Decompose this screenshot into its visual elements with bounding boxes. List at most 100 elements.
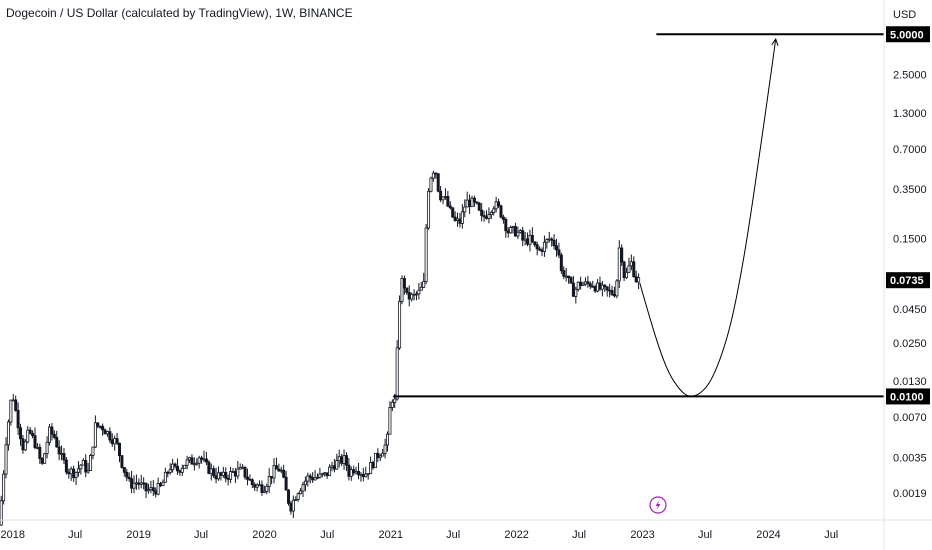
candle [513, 222, 517, 237]
projection-curve[interactable] [639, 39, 777, 397]
candle [610, 285, 614, 297]
price-tick-label: 1.3000 [893, 108, 927, 120]
price-tick-label: 0.0019 [893, 488, 927, 500]
candle [448, 201, 452, 210]
candle [441, 196, 445, 205]
candle [627, 257, 631, 273]
candle [250, 478, 254, 489]
candle [11, 393, 15, 402]
candle [60, 445, 64, 461]
candle [383, 438, 387, 459]
candle [482, 210, 486, 222]
candle [629, 254, 633, 271]
candle [287, 488, 291, 506]
candle [559, 252, 563, 274]
candle [484, 210, 488, 220]
candle [190, 454, 194, 465]
candle [105, 430, 109, 437]
candle [424, 224, 428, 285]
price-tick-label: 0.0070 [893, 412, 927, 424]
candle [511, 225, 515, 234]
candle [72, 465, 76, 482]
candle [617, 240, 621, 289]
lightning-bolt-icon[interactable] [649, 496, 667, 514]
candle [443, 188, 447, 200]
candle [323, 472, 327, 477]
candle [253, 482, 257, 492]
candle [588, 281, 592, 289]
candle [407, 285, 411, 307]
candle [221, 466, 225, 478]
candle [552, 234, 556, 250]
candle [132, 475, 136, 494]
candle [2, 470, 6, 505]
time-axis[interactable]: 2018 Jul 2019 Jul 2020 Jul 2021 Jul 2022 Jul 2023 J… [1, 529, 839, 541]
candle [168, 463, 172, 475]
candle [204, 451, 208, 466]
price-tick-label: 0.3500 [893, 184, 927, 196]
candle [487, 207, 491, 224]
candle [50, 423, 54, 441]
chart-title: Dogecoin / US Dollar (calculated by Trad… [6, 6, 353, 20]
candle [518, 229, 522, 234]
candle [258, 480, 262, 487]
candle [571, 276, 575, 297]
candle [615, 279, 619, 299]
candle [369, 456, 373, 474]
candle [207, 460, 211, 475]
candle [373, 452, 377, 469]
candle [81, 458, 85, 466]
candle [576, 281, 580, 292]
candle [67, 468, 71, 479]
event-marker[interactable] [649, 496, 667, 514]
candle [637, 273, 641, 290]
candle [219, 471, 223, 481]
projection [639, 38, 779, 397]
candle [303, 476, 307, 492]
candle [470, 195, 474, 208]
candle [313, 470, 317, 481]
candle [47, 424, 51, 446]
candle [516, 226, 520, 240]
candle [545, 238, 549, 249]
candle [130, 470, 134, 494]
candle [35, 443, 39, 450]
candle [241, 464, 245, 470]
candle [526, 232, 530, 247]
candle [19, 423, 23, 446]
time-tick-label: Jul [572, 529, 586, 541]
price-tick-label: 0.0035 [893, 453, 927, 465]
candle [296, 492, 300, 502]
candle [460, 204, 464, 229]
candle [366, 473, 370, 480]
candle [422, 272, 426, 289]
candle [412, 289, 416, 301]
price-tick-label: 0.1500 [893, 234, 927, 246]
candle [291, 495, 295, 519]
candle [214, 467, 218, 484]
candle [567, 275, 571, 284]
time-tick-label: 2021 [379, 529, 403, 541]
candle [79, 463, 83, 475]
candle [0, 495, 3, 526]
candle [357, 462, 361, 480]
price-tick-label: 0.0450 [893, 304, 927, 316]
candle [231, 468, 235, 473]
candle [93, 415, 97, 449]
candle [64, 457, 68, 475]
candle [598, 276, 602, 292]
candle [229, 466, 233, 484]
price-axis[interactable]: 5.0000 2.5000 1.3000 0.7000 0.3500 0.1500 0.04… [893, 29, 927, 500]
candle [472, 195, 476, 207]
candle [417, 282, 421, 300]
candle [414, 291, 418, 301]
candle [337, 449, 341, 468]
candle [429, 176, 433, 193]
candle [202, 450, 206, 462]
time-tick-label: Jul [194, 529, 208, 541]
candle [279, 466, 283, 474]
candle [137, 478, 141, 490]
candle [57, 440, 61, 461]
candle [574, 286, 578, 304]
